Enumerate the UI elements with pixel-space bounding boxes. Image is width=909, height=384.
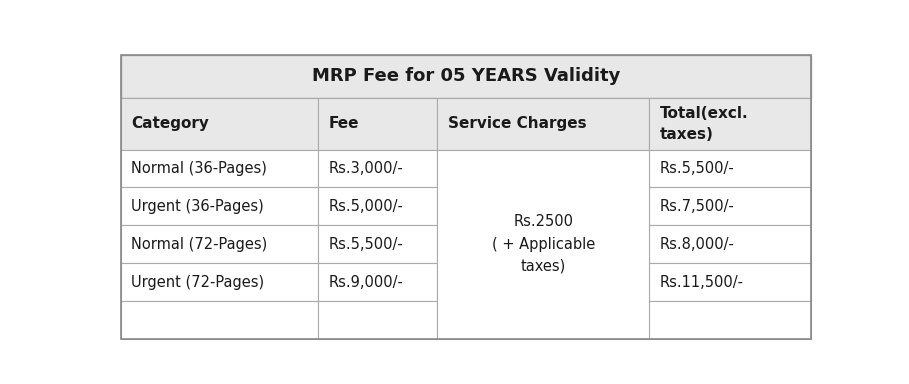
- Bar: [649, 187, 811, 225]
- Bar: [318, 150, 437, 187]
- Bar: [318, 98, 437, 150]
- Text: Rs.9,000/-: Rs.9,000/-: [329, 275, 404, 290]
- Text: Rs.7,500/-: Rs.7,500/-: [660, 199, 734, 214]
- Text: Category: Category: [131, 116, 209, 131]
- Bar: [649, 301, 811, 339]
- Text: Rs.3,000/-: Rs.3,000/-: [329, 161, 404, 176]
- Bar: [649, 98, 811, 150]
- Text: Rs.5,000/-: Rs.5,000/-: [329, 199, 404, 214]
- Bar: [121, 263, 318, 301]
- Bar: [121, 150, 318, 187]
- Bar: [437, 150, 649, 339]
- Text: Fee: Fee: [329, 116, 359, 131]
- Text: Urgent (36-Pages): Urgent (36-Pages): [131, 199, 264, 214]
- Bar: [649, 263, 811, 301]
- Bar: [121, 98, 318, 150]
- Text: Total(excl.
taxes): Total(excl. taxes): [660, 106, 748, 142]
- Bar: [318, 301, 437, 339]
- Text: Rs.5,500/-: Rs.5,500/-: [660, 161, 734, 176]
- Bar: [121, 225, 318, 263]
- Text: Rs.2500
( + Applicable
taxes): Rs.2500 ( + Applicable taxes): [492, 215, 594, 274]
- Text: Rs.11,500/-: Rs.11,500/-: [660, 275, 744, 290]
- Bar: [121, 301, 318, 339]
- Bar: [437, 98, 649, 150]
- Text: Service Charges: Service Charges: [447, 116, 586, 131]
- Text: MRP Fee for 05 YEARS Validity: MRP Fee for 05 YEARS Validity: [312, 67, 620, 85]
- Bar: [318, 187, 437, 225]
- Bar: [649, 225, 811, 263]
- Bar: [649, 150, 811, 187]
- Bar: [318, 225, 437, 263]
- Text: Urgent (72-Pages): Urgent (72-Pages): [131, 275, 265, 290]
- Text: Normal (36-Pages): Normal (36-Pages): [131, 161, 267, 176]
- Text: Rs.5,500/-: Rs.5,500/-: [329, 237, 404, 252]
- Text: Rs.8,000/-: Rs.8,000/-: [660, 237, 734, 252]
- Bar: [121, 187, 318, 225]
- Bar: [318, 263, 437, 301]
- Bar: [121, 55, 811, 98]
- Text: Normal (72-Pages): Normal (72-Pages): [131, 237, 267, 252]
